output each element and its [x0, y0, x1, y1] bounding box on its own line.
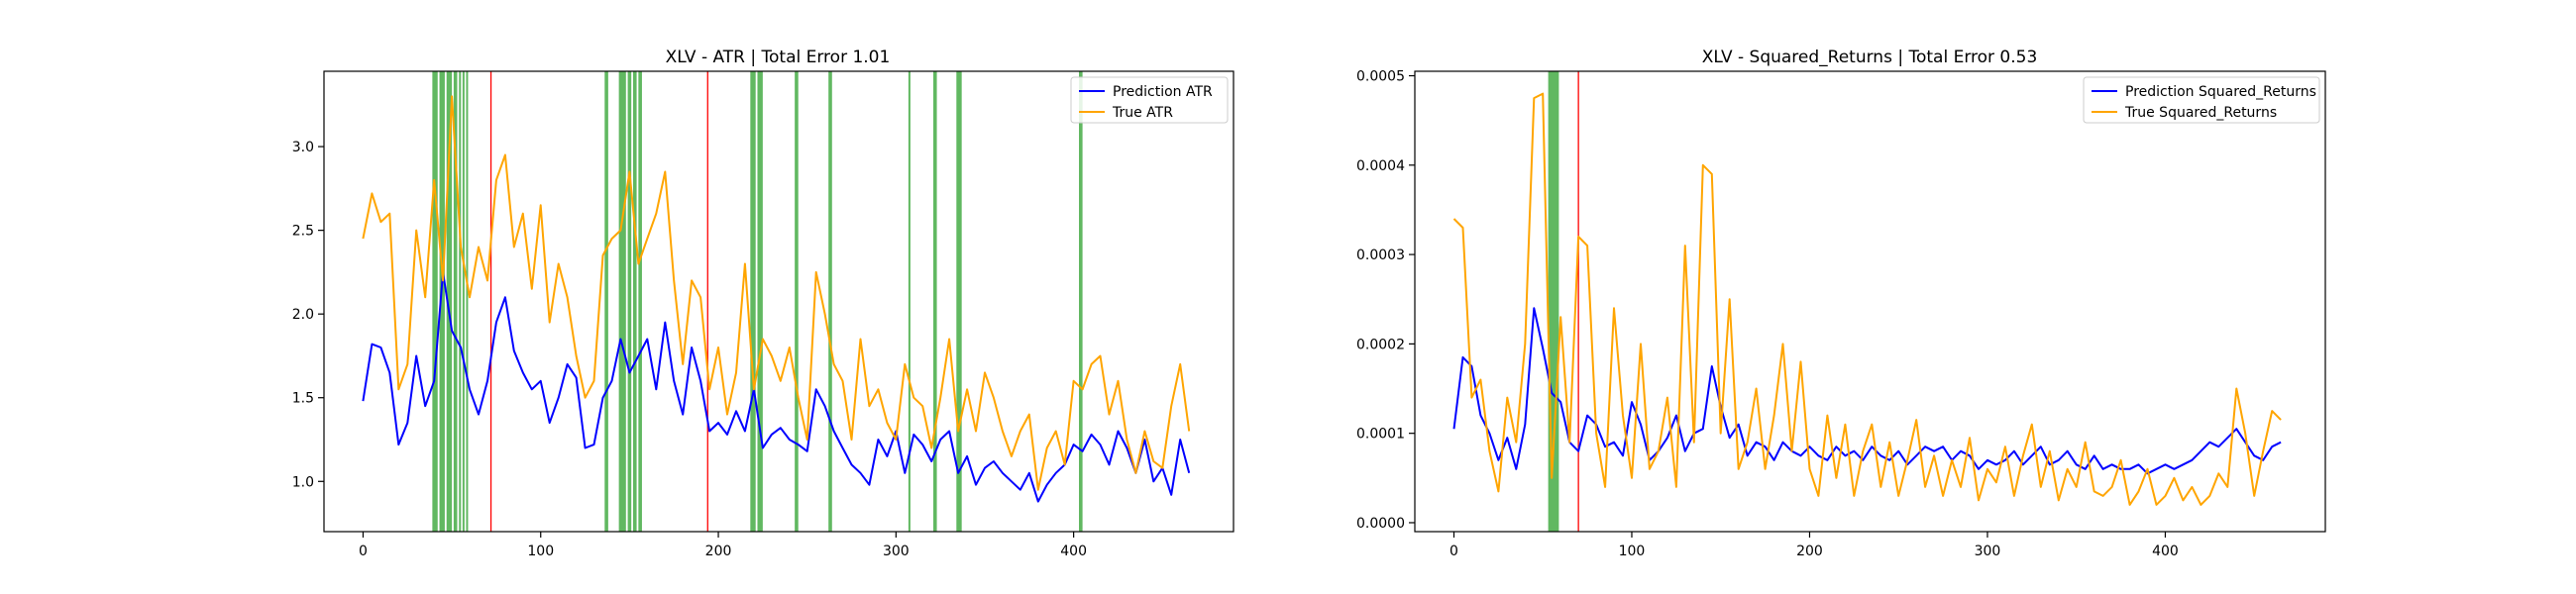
plot-area: [362, 71, 1191, 532]
highlight-span: [466, 71, 469, 532]
legend-label: True ATR: [1112, 105, 1173, 121]
x-tick-label: 200: [705, 544, 732, 559]
y-tick-label: 3.0: [292, 140, 314, 155]
axes-frame: [323, 70, 1234, 533]
highlight-span: [459, 71, 462, 532]
highlight-span: [908, 71, 911, 532]
y-tick-label: 2.0: [292, 307, 314, 323]
highlight-span: [453, 71, 458, 532]
x-tick-label: 100: [1619, 544, 1646, 559]
legend-box: [1070, 76, 1229, 124]
highlight-span: [932, 71, 937, 532]
highlight-span: [757, 71, 763, 532]
highlight-span: [795, 71, 799, 532]
legend-label: Prediction ATR: [1113, 84, 1213, 100]
y-tick-label: 0.0001: [1356, 427, 1405, 443]
highlight-span: [1079, 71, 1083, 532]
highlight-span: [638, 71, 642, 532]
axes-frame: [1414, 70, 2326, 533]
y-tick-label: 0.0005: [1356, 69, 1405, 85]
highlight-span: [750, 71, 756, 532]
y-tick-label: 0.0002: [1356, 337, 1405, 352]
x-tick-label: 0: [359, 544, 368, 559]
chart-atr: XLV - ATR | Total Error 1.01 0 100 200 300 4…: [292, 48, 1234, 559]
highlight-span: [462, 71, 465, 532]
prediction-line: [362, 270, 1191, 503]
highlight-span: [956, 71, 962, 532]
x-tick-label: 400: [1060, 544, 1087, 559]
chart-title: XLV - Squared_Returns | Total Error 0.53: [1702, 48, 2038, 67]
y-tick-label: 0.0003: [1356, 248, 1405, 263]
true-line: [362, 95, 1191, 491]
x-tick-label: 100: [527, 544, 554, 559]
highlight-span: [432, 71, 438, 532]
highlight-span: [618, 71, 626, 532]
y-tick-label: 0.0000: [1356, 516, 1405, 532]
highlight-span: [627, 71, 632, 532]
highlight-span: [632, 71, 637, 532]
highlight-span: [446, 71, 453, 532]
chart-title: XLV - ATR | Total Error 1.01: [666, 48, 891, 67]
y-tick-label: 2.5: [292, 224, 314, 240]
x-tick-label: 300: [883, 544, 910, 559]
prediction-line: [1452, 307, 2282, 475]
y-tick-label: 1.0: [292, 474, 314, 490]
highlight-span: [604, 71, 608, 532]
true-line: [1452, 92, 2282, 506]
legend-label: Prediction Squared_Returns: [2125, 84, 2316, 100]
highlight-span: [1548, 71, 1559, 532]
x-tick-label: 200: [1796, 544, 1823, 559]
x-tick-label: 400: [2152, 544, 2179, 559]
y-tick-label: 0.0004: [1356, 158, 1405, 174]
x-tick-label: 0: [1449, 544, 1458, 559]
plot-area: [1452, 71, 2282, 532]
highlight-span: [828, 71, 832, 532]
x-tick-label: 300: [1975, 544, 2001, 559]
legend-box: [2083, 76, 2320, 124]
legend-label: True Squared_Returns: [2124, 105, 2277, 121]
y-tick-label: 1.5: [292, 391, 314, 407]
highlight-span: [439, 71, 445, 532]
chart-squared-returns: XLV - Squared_Returns | Total Error 0.53…: [1356, 48, 2326, 559]
